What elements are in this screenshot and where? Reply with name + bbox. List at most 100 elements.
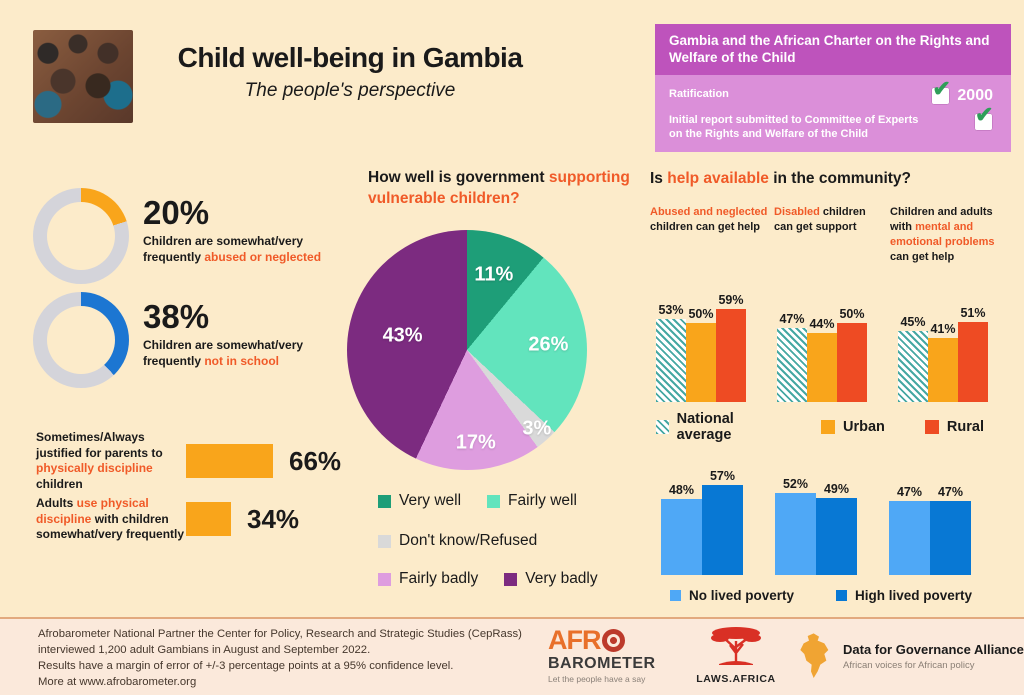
bar-value-label: 57%	[709, 469, 736, 483]
legend-swatch	[487, 494, 501, 508]
checked-checkbox-icon: ✔	[931, 77, 951, 105]
bar	[807, 333, 837, 402]
charter-box-title: Gambia and the African Charter on the Ri…	[655, 24, 1011, 75]
donut-stat-abused: 20% Children are somewhat/very frequentl…	[33, 188, 338, 284]
bar	[775, 493, 816, 575]
bar-value-label: 47%	[896, 485, 923, 499]
charter-row-label: Initial report submitted to Committee of…	[669, 113, 919, 141]
bar	[661, 499, 702, 575]
bar-value-label: 52%	[782, 477, 809, 491]
bar	[837, 323, 867, 402]
footer-line: More at www.afrobarometer.org	[38, 676, 197, 689]
donut-value: 38%	[143, 298, 210, 335]
charter-box: Gambia and the African Charter on the Ri…	[655, 24, 1011, 153]
footer-line: Results have a margin of error of +/-3 p…	[38, 660, 454, 673]
children-photo	[33, 30, 133, 123]
bar	[777, 328, 807, 402]
donut-caption: Children are somewhat/very frequently ab…	[143, 234, 322, 264]
legend-item: National average	[656, 411, 781, 443]
data-for-governance-alliance-logo: Data for Governance Alliance African voi…	[793, 631, 1024, 681]
hbar-discipline-used-bar	[186, 502, 231, 537]
charter-row-label: Ratification	[669, 87, 729, 100]
government-support-pie-chart: 11% 26% 3% 17% 43%	[347, 230, 587, 470]
bar-column: 52%	[775, 477, 816, 575]
bar-column: 48%	[661, 483, 702, 575]
hbar-value: 66%	[289, 445, 342, 476]
footer-note: Afrobarometer National Partner the Cente…	[38, 626, 522, 690]
pie-chart-title: How well is government supporting vulner…	[368, 169, 630, 207]
hbar-value: 34%	[247, 503, 300, 534]
bar-value-label: 41%	[930, 322, 956, 336]
legend-item: Urban	[821, 419, 885, 435]
legend-swatch	[504, 572, 518, 586]
bar-group: 45% 41% 51%	[898, 306, 988, 402]
legend-item: No lived poverty	[670, 588, 794, 603]
bar	[686, 323, 716, 402]
bar	[928, 338, 958, 402]
bar-group: 47% 47%	[889, 485, 971, 575]
bar	[889, 501, 930, 575]
pie-slice-label: 43%	[382, 324, 423, 347]
africa-map-icon	[800, 633, 829, 678]
bar-column: 51%	[958, 306, 988, 402]
bar-value-label: 47%	[779, 312, 805, 326]
category-header-disabled: Disabled children can get support	[774, 206, 866, 233]
hbar-caption: Sometimes/Always justified for parents t…	[36, 430, 163, 491]
page-subtitle: The people's perspective	[244, 80, 456, 101]
bar-value-label: 51%	[960, 306, 986, 320]
legend-swatch	[378, 572, 391, 586]
bar	[702, 485, 743, 575]
bar-column: 53%	[656, 303, 686, 402]
bar-value-label: 44%	[809, 317, 835, 331]
bar-column: 41%	[928, 322, 958, 402]
bar	[958, 322, 988, 402]
hbar-discipline-justified: Sometimes/Always justified for parents t…	[36, 430, 341, 492]
donut-value: 20%	[143, 194, 210, 231]
bar-value-label: 50%	[688, 307, 714, 321]
laws-africa-logo: LAWS.AFRICA	[693, 625, 779, 685]
bar	[930, 501, 971, 575]
hbar-caption: Adults use physical discipline with chil…	[36, 496, 185, 542]
legend-item: Fairly well	[487, 492, 577, 510]
hbar-discipline-used: Adults use physical discipline with chil…	[36, 496, 299, 543]
bar-value-label: 59%	[718, 293, 744, 307]
community-help-bar-chart: 53% 50% 59% 47% 44% 50% 45% 41% 51%	[656, 293, 988, 402]
pie-slice-label: 17%	[455, 431, 496, 454]
bar-column: 47%	[930, 485, 971, 575]
bar-group: 47% 44% 50%	[777, 307, 867, 402]
legend-swatch	[378, 494, 391, 508]
bar-value-label: 45%	[900, 315, 926, 329]
help-section-title: Is help available in the community?	[650, 170, 911, 187]
legend-swatch	[656, 420, 669, 434]
bar-column: 50%	[837, 307, 867, 402]
bar-group: 53% 50% 59%	[656, 293, 746, 402]
bar	[656, 319, 686, 402]
bar-value-label: 47%	[937, 485, 964, 499]
bar-value-label: 50%	[839, 307, 865, 321]
pie-slice-label: 26%	[528, 333, 569, 356]
legend-swatch	[836, 590, 848, 601]
bar-value-label: 53%	[658, 303, 684, 317]
page-title: Child well-being in Gambia	[177, 42, 523, 73]
bar-column: 59%	[716, 293, 746, 402]
charter-row-initial-report: Initial report submitted to Committee of…	[655, 103, 1011, 144]
bar-column: 57%	[702, 469, 743, 575]
legend-item: Don't know/Refused	[378, 532, 537, 550]
donut-chart-school	[33, 292, 129, 388]
legend-swatch	[821, 420, 836, 434]
pie-legend-row: Don't know/Refused	[378, 532, 537, 550]
footer-line: interviewed 1,200 adult Gambians in Augu…	[38, 644, 371, 657]
community-help-legend: National average Urban Rural	[656, 411, 1024, 443]
legend-item: Very well	[378, 492, 461, 510]
footer-line: Afrobarometer National Partner the Cente…	[38, 628, 522, 640]
category-header-mental: Children and adults with mental and emot…	[890, 206, 995, 263]
lived-poverty-bar-chart: 48% 57% 52% 49% 47% 47%	[661, 465, 971, 575]
legend-swatch	[924, 420, 939, 434]
legend-item: Fairly badly	[378, 570, 478, 588]
legend-item: Very badly	[504, 570, 598, 588]
bar-value-label: 49%	[823, 482, 850, 496]
donut-caption: Children are somewhat/very frequently no…	[143, 338, 304, 368]
bar	[816, 498, 857, 575]
legend-item: High lived poverty	[836, 588, 972, 603]
bar	[716, 309, 746, 402]
